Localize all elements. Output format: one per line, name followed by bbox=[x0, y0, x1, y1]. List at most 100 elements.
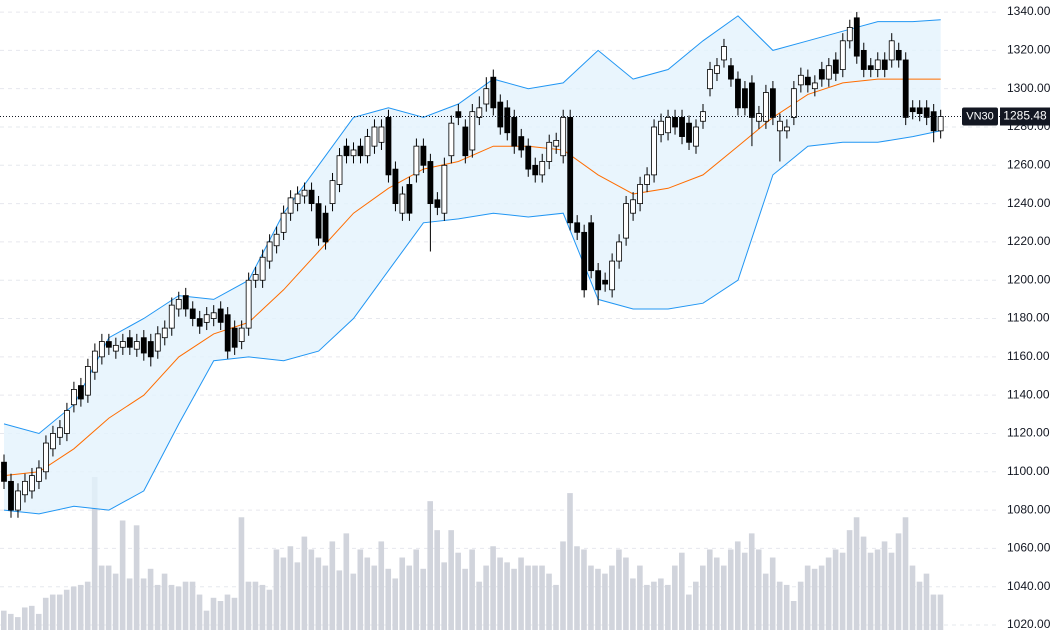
candle-body bbox=[238, 327, 245, 342]
candle-body bbox=[790, 88, 797, 118]
candle-body bbox=[189, 308, 196, 319]
candle-body bbox=[50, 433, 56, 450]
candle-body bbox=[301, 189, 308, 197]
candle-body bbox=[357, 145, 364, 157]
candle-body bbox=[749, 82, 755, 118]
candle-body bbox=[930, 111, 937, 132]
candle-body bbox=[867, 65, 874, 70]
candle-body bbox=[874, 59, 881, 70]
volume-bar bbox=[21, 607, 28, 630]
candle-body bbox=[728, 65, 734, 80]
candle-body bbox=[231, 327, 238, 348]
candle-body bbox=[804, 76, 811, 86]
candle-body bbox=[588, 222, 595, 272]
candle-body bbox=[15, 490, 21, 511]
candle-body bbox=[119, 341, 126, 348]
candle-body bbox=[672, 117, 678, 128]
volume-bar bbox=[916, 581, 923, 630]
volume-bar bbox=[588, 565, 594, 630]
symbol-tag: VN30 bbox=[966, 110, 994, 122]
volume-bar bbox=[329, 541, 336, 630]
volume-bar bbox=[567, 493, 573, 630]
candle-body bbox=[686, 122, 692, 143]
candle-body bbox=[420, 145, 427, 166]
volume-bar bbox=[923, 573, 930, 630]
volume-bar bbox=[595, 568, 601, 630]
candle-body bbox=[84, 366, 91, 396]
volume-bar bbox=[413, 549, 420, 630]
candle-body bbox=[693, 126, 699, 147]
candle-body bbox=[637, 184, 643, 205]
y-tick-label: 1240.00 bbox=[1007, 196, 1050, 210]
volume-bar bbox=[881, 541, 888, 630]
candle-body bbox=[888, 40, 895, 61]
candle-body bbox=[280, 212, 287, 233]
volume-bar bbox=[860, 536, 867, 630]
candle-body bbox=[287, 197, 294, 214]
volume-bar bbox=[70, 586, 77, 630]
y-tick-label: 1260.00 bbox=[1007, 157, 1050, 171]
volume-bar bbox=[245, 581, 252, 630]
candle-body bbox=[490, 76, 497, 109]
candle-body bbox=[217, 308, 224, 323]
candle-body bbox=[658, 120, 664, 136]
volume-bar bbox=[706, 549, 713, 630]
candle-body bbox=[22, 480, 28, 496]
candle-body bbox=[77, 385, 84, 400]
candle-body bbox=[406, 184, 413, 214]
candle-body bbox=[112, 344, 119, 352]
candle-body bbox=[539, 161, 546, 176]
candle-body bbox=[182, 295, 189, 310]
volume-bar bbox=[42, 597, 49, 630]
candle-body bbox=[259, 256, 266, 281]
volume-bar bbox=[700, 565, 706, 630]
candle-body bbox=[455, 111, 462, 118]
volume-bar bbox=[133, 525, 140, 630]
volume-bar bbox=[658, 578, 664, 630]
volume-bar bbox=[189, 581, 196, 630]
volume-bar bbox=[455, 552, 461, 630]
candle-body bbox=[937, 116, 944, 132]
volume-bar bbox=[238, 517, 245, 630]
volume-bar bbox=[140, 578, 147, 630]
y-tick-label: 1200.00 bbox=[1007, 272, 1050, 286]
candle-body bbox=[602, 279, 609, 285]
candle-body bbox=[811, 82, 818, 90]
volume-bar bbox=[287, 546, 294, 630]
candle-body bbox=[315, 203, 322, 239]
candle-body bbox=[385, 117, 392, 176]
volume-bar bbox=[56, 594, 63, 630]
candle-body bbox=[818, 69, 825, 80]
volume-bar bbox=[888, 552, 895, 630]
volume-bar bbox=[630, 578, 636, 630]
y-tick-label: 1100.00 bbox=[1007, 464, 1050, 478]
candle-body bbox=[651, 126, 657, 176]
volume-bar bbox=[546, 573, 552, 630]
volume-bar bbox=[483, 565, 489, 630]
candle-body bbox=[210, 312, 217, 319]
candle-body bbox=[574, 222, 581, 233]
candle-body bbox=[825, 65, 832, 80]
volume-bar bbox=[336, 570, 343, 630]
volume-bar bbox=[797, 581, 804, 630]
y-tick-label: 1060.00 bbox=[1007, 541, 1050, 555]
volume-bar bbox=[686, 594, 692, 630]
volume-bar bbox=[909, 565, 916, 630]
candle-body bbox=[175, 298, 182, 310]
y-tick-label: 1180.00 bbox=[1007, 311, 1050, 325]
volume-bar bbox=[532, 565, 538, 630]
y-tick-label: 1160.00 bbox=[1007, 349, 1050, 363]
candle-body bbox=[105, 341, 112, 348]
candle-body bbox=[546, 141, 553, 162]
volume-bar bbox=[105, 565, 112, 630]
volume-bar bbox=[322, 565, 329, 630]
volume-bar bbox=[224, 594, 231, 630]
candle-body bbox=[343, 145, 350, 157]
candle-body bbox=[630, 199, 636, 214]
volume-bar bbox=[357, 549, 364, 630]
volume-bar bbox=[280, 557, 287, 630]
volume-bar bbox=[602, 573, 608, 630]
volume-bar bbox=[734, 541, 741, 630]
candle-body bbox=[427, 161, 434, 205]
volume-bar bbox=[175, 586, 182, 630]
